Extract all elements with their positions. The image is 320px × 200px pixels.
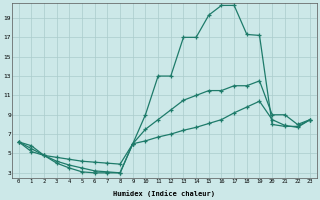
X-axis label: Humidex (Indice chaleur): Humidex (Indice chaleur) [114,190,215,197]
